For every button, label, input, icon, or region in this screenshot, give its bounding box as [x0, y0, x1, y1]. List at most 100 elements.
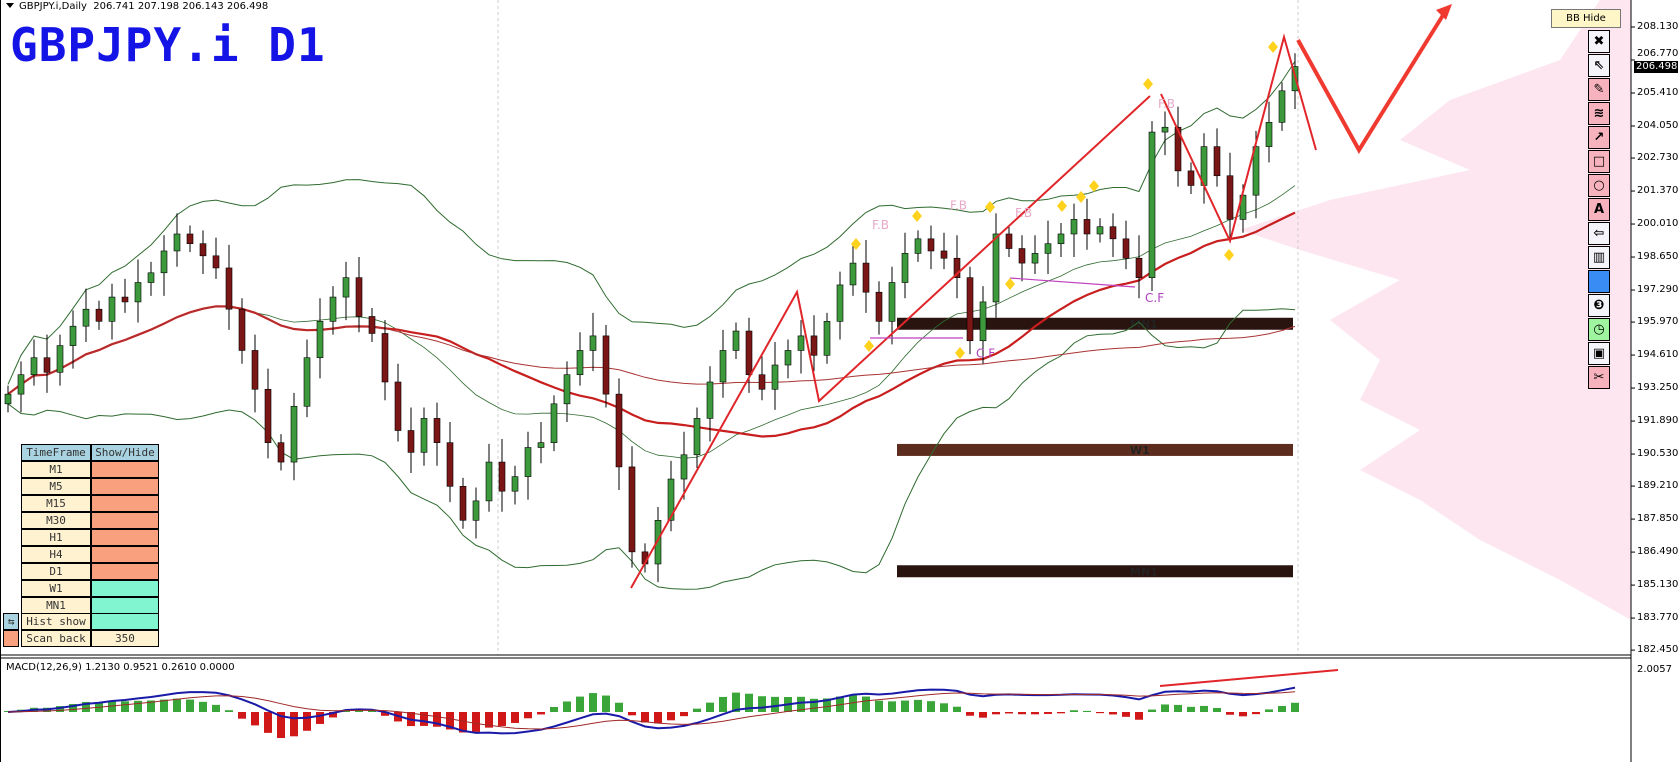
- color-swatch-button[interactable]: [1588, 270, 1610, 293]
- pencil-button[interactable]: ✎: [1588, 78, 1610, 101]
- timeframe-header: TimeFrame: [21, 444, 91, 461]
- macd-histogram-bar: [459, 712, 467, 733]
- macd-histogram-bar: [1187, 706, 1195, 712]
- arrow-button[interactable]: ↗: [1588, 126, 1610, 149]
- scan-back-input[interactable]: 350: [91, 630, 159, 647]
- label-arrow-button[interactable]: ⇦: [1588, 222, 1610, 245]
- close-icon: ✖: [1593, 34, 1605, 49]
- candle: [459, 486, 467, 521]
- diamond-marker: [1057, 200, 1067, 212]
- scissors-icon: ✂: [1593, 370, 1605, 385]
- candle: [498, 461, 506, 492]
- macd-histogram-bar: [1200, 705, 1208, 712]
- candle: [394, 381, 402, 431]
- toggle-m5[interactable]: [91, 478, 159, 495]
- candle: [524, 447, 532, 477]
- candle: [758, 374, 766, 390]
- candle: [264, 388, 272, 443]
- projection-arrow: [1296, 10, 1447, 154]
- timeframe-m30[interactable]: M30: [21, 512, 91, 529]
- candle: [186, 233, 194, 244]
- macd-histogram-bar: [1005, 712, 1013, 714]
- toggle-h4[interactable]: [91, 546, 159, 563]
- macd-histogram-bar: [1057, 712, 1065, 714]
- macd-histogram-bar: [628, 712, 636, 716]
- candle: [745, 330, 753, 376]
- timeframe-h4[interactable]: H4: [21, 546, 91, 563]
- timeframe-mn1[interactable]: MN1: [21, 597, 91, 614]
- toggle-m30[interactable]: [91, 512, 159, 529]
- macd-histogram-bar: [706, 702, 714, 712]
- save-button[interactable]: ▣: [1588, 342, 1610, 365]
- timeframe-m15[interactable]: M15: [21, 495, 91, 512]
- candle: [303, 357, 311, 407]
- hist-show-button[interactable]: Hist show: [21, 613, 91, 630]
- macd-histogram-bar: [316, 712, 324, 724]
- wave-lines-button[interactable]: ≋: [1588, 102, 1610, 125]
- toggle-mn1[interactable]: [91, 597, 159, 614]
- timeframe-m1[interactable]: M1: [21, 461, 91, 478]
- candle: [407, 430, 415, 453]
- pattern-label: C.F: [976, 347, 995, 361]
- macd-histogram-bar: [446, 712, 454, 730]
- bb-hide-button[interactable]: BB Hide: [1551, 9, 1621, 28]
- macd-histogram-bar: [1226, 712, 1234, 715]
- candle: [1083, 219, 1091, 235]
- toggle-m15[interactable]: [91, 495, 159, 512]
- scan-icon[interactable]: [3, 630, 19, 647]
- trash-button[interactable]: ▥: [1588, 246, 1610, 269]
- toggle-h1[interactable]: [91, 529, 159, 546]
- macd-histogram-bar: [472, 712, 480, 732]
- dropdown-triangle-icon[interactable]: [6, 3, 14, 8]
- candle: [381, 333, 389, 383]
- text-button[interactable]: A: [1588, 198, 1610, 221]
- macd-histogram-bar: [1252, 712, 1260, 715]
- save-icon: ▣: [1592, 346, 1606, 361]
- number-three-button[interactable]: ❸: [1588, 294, 1610, 317]
- clock-button[interactable]: ◷: [1588, 318, 1610, 341]
- pointer-button[interactable]: ⇖: [1588, 54, 1610, 77]
- price-tick-label: 194.610: [1637, 349, 1678, 361]
- candle: [602, 335, 610, 395]
- toggle-w1[interactable]: [91, 580, 159, 597]
- macd-histogram-bar: [979, 712, 987, 718]
- rectangle-button[interactable]: □: [1588, 150, 1610, 173]
- zone-mn1: [897, 317, 1293, 330]
- candle: [901, 253, 909, 283]
- macd-label: MACD(12,26,9) 1.2130 0.9521 0.2610 0.000…: [6, 662, 235, 673]
- diamond-marker: [1143, 78, 1153, 90]
- close-button[interactable]: ✖: [1588, 30, 1610, 53]
- current-price-label: 206.498: [1634, 60, 1678, 73]
- candle: [134, 282, 142, 303]
- diamond-marker: [985, 201, 995, 213]
- price-tick-label: 186.490: [1637, 546, 1678, 558]
- diamond-marker: [1076, 191, 1086, 203]
- scan-back-label: Scan back: [21, 630, 91, 647]
- label-arrow-icon: ⇦: [1593, 226, 1605, 241]
- price-tick-label: 208.130: [1637, 21, 1678, 32]
- macd-histogram-bar: [69, 703, 77, 712]
- scissors-button[interactable]: ✂: [1588, 366, 1610, 389]
- timeframe-w1[interactable]: W1: [21, 580, 91, 597]
- macd-histogram-bar: [836, 696, 844, 712]
- macd-histogram-bar: [134, 700, 142, 712]
- price-tick-label: 200.010: [1637, 218, 1678, 230]
- candle: [537, 442, 545, 448]
- hist-show-toggle[interactable]: [91, 613, 159, 630]
- circle-button[interactable]: ○: [1588, 174, 1610, 197]
- candle: [329, 296, 337, 322]
- timeframe-m5[interactable]: M5: [21, 478, 91, 495]
- toggle-m1[interactable]: [91, 461, 159, 478]
- macd-histogram-bar: [498, 712, 506, 726]
- divergence-line: [1159, 669, 1339, 687]
- number-three-icon: ❸: [1593, 298, 1605, 313]
- timeframe-d1[interactable]: D1: [21, 563, 91, 580]
- macd-signal-line: [7, 691, 1296, 730]
- macd-histogram-bar: [589, 693, 597, 712]
- macd-histogram-bar: [368, 709, 376, 712]
- timeframe-h1[interactable]: H1: [21, 529, 91, 546]
- toggle-d1[interactable]: [91, 563, 159, 580]
- candle: [121, 296, 129, 303]
- hist-icon[interactable]: ⇆: [3, 613, 19, 630]
